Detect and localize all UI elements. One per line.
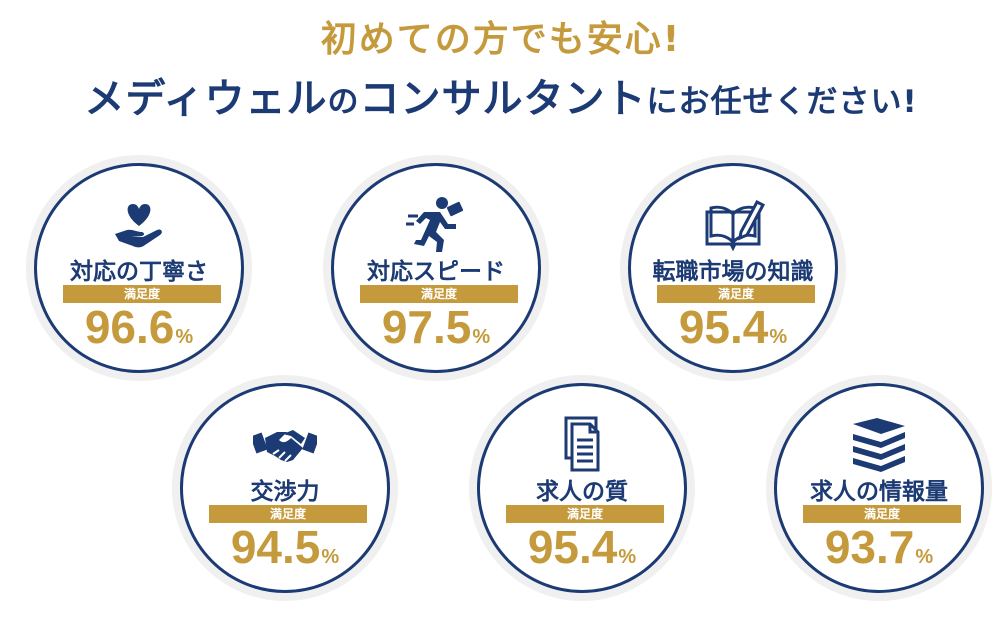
rating-circle-politeness: 対応の丁寧さ 満足度 96.6%	[34, 163, 244, 373]
rating-value: 93.7%	[824, 521, 934, 573]
running-person-icon	[404, 194, 468, 254]
rating-value: 95.4%	[527, 521, 637, 573]
headline-subtitle: 初めての方でも安心!	[320, 19, 682, 60]
rating-value: 95.4%	[678, 301, 788, 353]
headline-brand: メディウェル	[84, 76, 328, 122]
headline-particle: の	[327, 84, 360, 120]
satisfaction-bar: 満足度	[657, 285, 815, 303]
satisfaction-bar: 満足度	[63, 285, 221, 303]
satisfaction-bar: 満足度	[360, 285, 518, 303]
headline-rest: にお任せください!	[646, 84, 918, 120]
rating-circle-job-info: 求人の情報量 満足度 93.7%	[774, 383, 984, 593]
satisfaction-bar: 満足度	[803, 505, 961, 523]
rating-circle-negotiation: 交渉力 満足度 94.5%	[180, 383, 390, 593]
rating-label: 対応の丁寧さ	[70, 259, 208, 285]
satisfaction-bar: 満足度	[506, 505, 664, 523]
rating-label: 求人の質	[536, 479, 628, 505]
heart-hand-icon	[107, 194, 171, 254]
rating-value: 96.6%	[84, 301, 194, 353]
open-book-icon	[701, 194, 765, 254]
satisfaction-bar: 満足度	[209, 505, 367, 523]
headline-consultant: コンサルタント	[359, 76, 647, 122]
rating-label: 対応スピード	[367, 259, 505, 285]
rating-label: 交渉力	[250, 479, 320, 505]
headline-title: メディウェルのコンサルタントにお任せください!	[0, 66, 1002, 124]
rating-value: 97.5%	[381, 301, 491, 353]
rating-circle-market-knowledge: 転職市場の知識 満足度 95.4%	[628, 163, 838, 373]
rating-value: 94.5%	[230, 521, 340, 573]
rating-circle-speed: 対応スピード 満足度 97.5%	[331, 163, 541, 373]
rating-label: 転職市場の知識	[652, 259, 814, 285]
handshake-icon	[253, 414, 317, 474]
document-icon	[550, 414, 614, 474]
rating-circle-job-quality: 求人の質 満足度 95.4%	[477, 383, 687, 593]
rating-label: 求人の情報量	[810, 479, 948, 505]
stacked-books-icon	[847, 414, 911, 474]
